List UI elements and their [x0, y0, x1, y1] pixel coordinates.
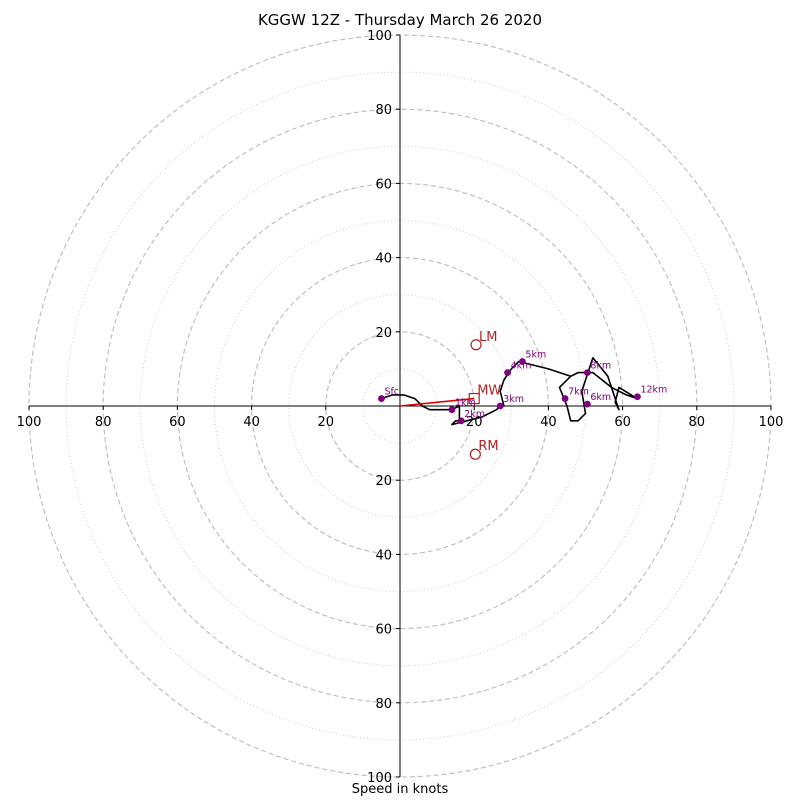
x-tick-label: 80 [689, 415, 706, 430]
y-tick-label: 60 [375, 623, 392, 638]
x-tick-label: 60 [169, 415, 186, 430]
storm-motion-marker [468, 392, 480, 405]
y-tick-label: 80 [375, 103, 392, 118]
height-marker-label: 4km [511, 361, 532, 372]
height-marker [504, 369, 511, 377]
y-tick-label: 40 [375, 252, 392, 267]
x-tick-label: 60 [614, 415, 631, 430]
height-marker-label: 12km [640, 385, 667, 396]
x-axis-label: Speed in knots [351, 782, 449, 797]
height-marker [378, 395, 385, 402]
storm-motion-label: RM [478, 439, 498, 454]
height-marker-label: 6km [590, 392, 611, 403]
height-marker-label: 2km [464, 409, 485, 420]
chart-title: KGGW 12Z - Thursday March 26 2020 [257, 11, 543, 29]
height-marker-label: Sfc [384, 387, 399, 398]
y-tick-label: 100 [367, 29, 392, 44]
mean-wind-vector [399, 397, 475, 407]
height-marker [448, 406, 456, 414]
height-marker-label: 1km [455, 398, 476, 409]
height-marker [634, 393, 641, 401]
storm-motion-label: LM [479, 330, 497, 345]
x-tick-label: 100 [759, 415, 784, 430]
x-tick-label: 40 [540, 415, 557, 430]
y-tick-label: 100 [367, 771, 392, 786]
storm-motion-marker [469, 448, 481, 460]
height-marker-label: 5km [525, 349, 546, 360]
height-marker-label: 8km [590, 361, 611, 372]
y-tick-label: 60 [375, 177, 392, 192]
x-tick-label: 40 [243, 415, 260, 430]
y-tick-label: 20 [375, 474, 392, 489]
x-tick-label: 100 [17, 415, 42, 430]
y-tick-label: 80 [375, 697, 392, 712]
x-tick-label: 20 [318, 415, 335, 430]
storm-motion-label: MW [477, 384, 501, 399]
height-marker [519, 358, 526, 365]
height-marker [583, 400, 591, 408]
height-marker-label: 7km [568, 387, 589, 398]
height-marker [496, 402, 504, 410]
height-marker [457, 417, 465, 425]
storm-motion-marker [470, 339, 482, 351]
height-marker-label: 3km [503, 394, 524, 405]
height-marker [583, 369, 591, 377]
hodograph-trace [381, 356, 639, 426]
y-tick-label: 20 [375, 326, 392, 341]
x-tick-label: 80 [95, 415, 112, 430]
x-tick-label: 20 [466, 415, 483, 430]
y-tick-label: 40 [375, 548, 392, 563]
height-marker [561, 395, 569, 402]
